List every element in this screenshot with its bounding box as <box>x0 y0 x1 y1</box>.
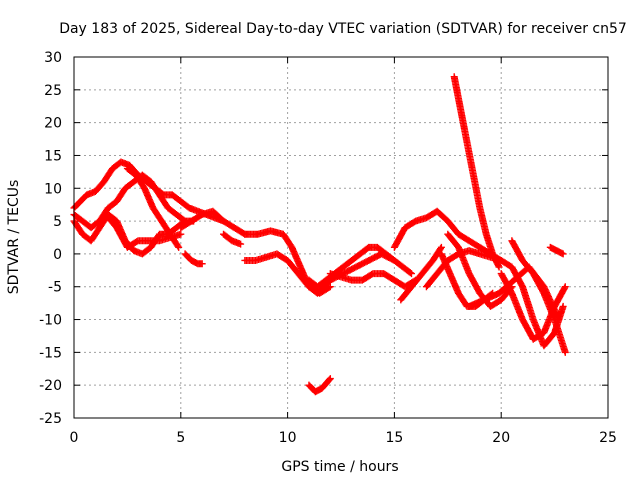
series-track-v <box>497 270 569 343</box>
series-track-s <box>450 73 503 271</box>
data-point <box>559 302 567 310</box>
y-axis-label: SDTVAR / TECUs <box>6 180 22 295</box>
plot-frame <box>73 56 609 419</box>
data-point <box>198 260 206 268</box>
series-track-p <box>422 247 505 291</box>
y-tick-label: -5 <box>48 280 62 296</box>
y-tick-label: -25 <box>39 411 62 427</box>
series-track-u <box>497 256 567 350</box>
data-point <box>325 376 333 384</box>
series-track-d <box>102 211 185 251</box>
series-track-g <box>181 250 206 268</box>
y-tick-label: 20 <box>44 116 62 132</box>
series-track-m <box>305 375 334 396</box>
data-point <box>437 245 445 253</box>
x-tick-label: 20 <box>492 430 510 446</box>
y-tick-label: 15 <box>44 148 62 164</box>
series-track-q <box>444 230 516 310</box>
y-tick-label: 5 <box>53 214 62 230</box>
data-point <box>495 263 503 271</box>
data-point <box>174 242 182 250</box>
data-point <box>175 243 183 251</box>
series-track-e <box>123 165 183 251</box>
data-point <box>237 240 245 248</box>
tick-labels: 0 5 10 15 20 25 -25 -20 -15 -10 -5 0 5 10 15 20 25 30 <box>39 50 617 446</box>
data-point <box>177 230 185 238</box>
data-point <box>326 283 334 291</box>
grid-lines <box>74 57 608 418</box>
series-track-h <box>220 230 245 248</box>
x-tick-label: 5 <box>176 430 185 446</box>
data-point <box>559 250 567 258</box>
data-point <box>561 348 569 356</box>
y-tick-label: 10 <box>44 181 62 197</box>
x-tick-label: 10 <box>279 430 297 446</box>
y-tick-label: 0 <box>53 247 62 263</box>
series-track-w <box>508 237 569 356</box>
data-point <box>437 243 445 251</box>
x-tick-label: 15 <box>385 430 403 446</box>
x-tick-label: 0 <box>70 430 79 446</box>
data-point <box>561 283 569 291</box>
chart-title: Day 183 of 2025, Sidereal Day-to-day VTE… <box>59 21 627 37</box>
data-points <box>70 73 569 396</box>
series-track-x <box>546 243 567 258</box>
x-tick-label: 25 <box>599 430 617 446</box>
data-point <box>406 269 414 277</box>
x-axis-label: GPS time / hours <box>281 459 398 475</box>
y-tick-label: 30 <box>44 50 62 66</box>
y-tick-label: -15 <box>39 345 62 361</box>
data-point <box>407 270 415 278</box>
series-track-b <box>70 171 198 232</box>
series-track-l <box>326 270 420 291</box>
y-tick-label: -20 <box>39 378 62 394</box>
y-tick-label: 25 <box>44 83 62 99</box>
y-tick-label: -10 <box>39 313 62 329</box>
data-point <box>561 284 569 292</box>
data-point <box>326 375 334 383</box>
